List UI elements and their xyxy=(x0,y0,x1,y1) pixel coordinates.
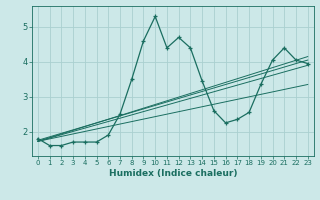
X-axis label: Humidex (Indice chaleur): Humidex (Indice chaleur) xyxy=(108,169,237,178)
